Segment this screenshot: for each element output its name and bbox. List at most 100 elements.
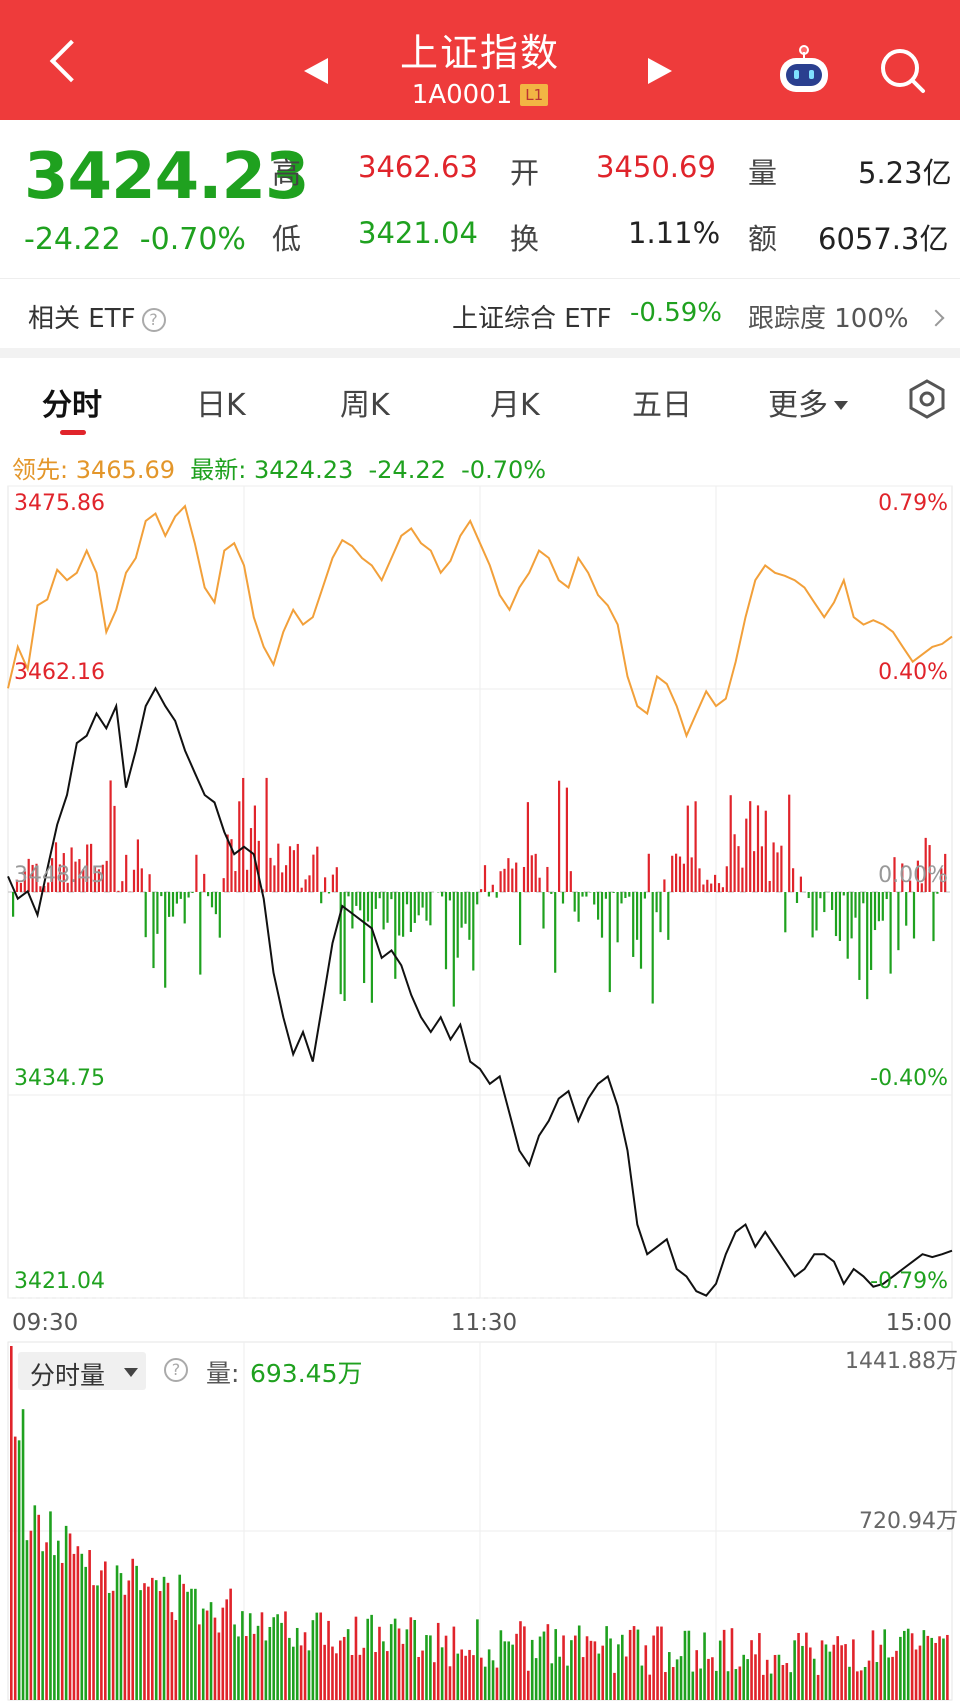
volume-bar	[660, 1626, 663, 1700]
volume-bar	[487, 1649, 491, 1700]
volume-bar	[593, 1641, 597, 1700]
breadth-bar	[12, 892, 15, 917]
low-value: 3421.04	[358, 216, 478, 250]
volume-bar	[523, 1626, 526, 1700]
breadth-bar	[249, 828, 253, 892]
tab-weekly-k[interactable]: 周K	[340, 388, 390, 423]
volume-bar	[386, 1651, 389, 1700]
breadth-bar	[90, 843, 93, 892]
volume-bar	[664, 1672, 667, 1700]
breadth-bar	[171, 892, 175, 917]
x-tick: 11:30	[451, 1310, 517, 1336]
turnover-label: 换	[510, 222, 540, 256]
price-lines	[7, 504, 953, 1297]
lead-label: 领先:	[12, 456, 69, 484]
volume-bar	[319, 1612, 323, 1700]
volume-bar	[49, 1511, 52, 1700]
breadth-bar	[199, 892, 202, 975]
breadth-bar	[725, 866, 728, 892]
breadth-bar	[854, 892, 857, 918]
volume-bar	[910, 1633, 914, 1700]
related-etf-row[interactable]: 相关 ETF? 上证综合 ETF -0.59% 跟踪度 100%	[0, 278, 960, 348]
breadth-bar	[304, 879, 307, 892]
breadth-bar	[347, 892, 350, 897]
volume-bar	[562, 1635, 565, 1700]
volume-help-icon[interactable]: ?	[164, 1358, 188, 1382]
help-icon[interactable]: ?	[141, 308, 166, 332]
breadth-bar	[858, 892, 861, 980]
volume-bar	[401, 1643, 405, 1700]
volume-bar	[538, 1636, 542, 1700]
breadth-bar	[148, 874, 151, 892]
breadth-bar	[468, 892, 471, 940]
robot-icon[interactable]	[776, 44, 832, 96]
axis-labels: 3475.86 3462.16 3448.45 3434.75 3421.04 0.79%…	[12, 491, 958, 1534]
volume-bar	[730, 1628, 734, 1700]
last-price: 3424.23	[24, 140, 309, 214]
next-triangle-icon[interactable]	[648, 58, 672, 84]
volume-bar	[899, 1636, 902, 1700]
tab-five-day[interactable]: 五日	[632, 388, 692, 423]
breadth-bar	[74, 861, 77, 892]
breadth-bar	[179, 892, 182, 899]
volume-bar	[96, 1585, 99, 1700]
breadth-bar	[519, 892, 522, 946]
volume-bar	[472, 1655, 475, 1700]
volume-bar	[225, 1599, 229, 1700]
breadth-bar	[624, 892, 627, 899]
tab-more[interactable]: 更多	[768, 380, 848, 424]
volume-bar	[64, 1525, 68, 1700]
breadth-bar	[507, 858, 510, 892]
breadth-bar	[659, 892, 662, 933]
volume-bar	[675, 1659, 679, 1700]
breadth-bar	[636, 892, 639, 940]
settings-hexagon-icon[interactable]	[906, 378, 948, 420]
volume-bar	[679, 1656, 683, 1700]
volume-bar	[617, 1644, 620, 1700]
volume-bar	[652, 1635, 655, 1700]
volume-bar	[366, 1618, 370, 1700]
search-icon[interactable]	[876, 44, 928, 96]
breadth-bar	[912, 892, 916, 939]
breadth-bar	[569, 871, 572, 892]
volume-mid-label: 720.94万	[859, 1509, 958, 1534]
y-right-tick: 0.79%	[878, 491, 948, 516]
breadth-bar	[288, 846, 292, 892]
breadth-bar	[721, 887, 724, 892]
prev-triangle-icon[interactable]	[304, 58, 328, 84]
volume-selector[interactable]: 分时量	[18, 1352, 146, 1390]
volume-max-label: 1441.88万	[845, 1349, 958, 1374]
volume-bar	[452, 1626, 456, 1700]
etf-label-text: 相关 ETF	[28, 304, 136, 334]
breadth-bar	[269, 857, 272, 892]
volume-bar	[107, 1592, 111, 1700]
intraday-chart[interactable]: 3475.86 3462.16 3448.45 3434.75 3421.04 0.79%…	[0, 480, 960, 1707]
breadth-bar	[920, 883, 923, 892]
divider	[0, 278, 960, 279]
volume-bar	[241, 1611, 244, 1700]
volume-bar	[100, 1570, 103, 1700]
breadth-bar	[772, 842, 775, 892]
volume-bar	[119, 1573, 123, 1700]
volume-bar	[342, 1636, 346, 1700]
volume-bar	[421, 1650, 424, 1700]
tab-monthly-k[interactable]: 月K	[490, 388, 540, 423]
breadth-bar	[799, 876, 802, 892]
tab-intraday[interactable]: 分时	[42, 388, 102, 423]
volume-bar	[554, 1629, 558, 1700]
breadth-bar	[366, 892, 370, 922]
amount-label: 额	[748, 222, 778, 256]
volume-selector-label: 分时量	[30, 1361, 106, 1390]
tab-daily-k[interactable]: 日K	[196, 388, 246, 423]
volume-bar	[628, 1629, 632, 1700]
breadth-bar	[187, 892, 190, 898]
volume-bar	[895, 1650, 898, 1700]
volume-bar	[570, 1640, 573, 1700]
breadth-bar	[105, 860, 108, 892]
volume-bar	[405, 1629, 409, 1700]
volume-bar	[88, 1550, 91, 1700]
breadth-bar	[31, 864, 34, 892]
volume-bar	[433, 1662, 436, 1700]
breadth-bar	[27, 858, 30, 892]
volume-bar	[268, 1626, 272, 1700]
